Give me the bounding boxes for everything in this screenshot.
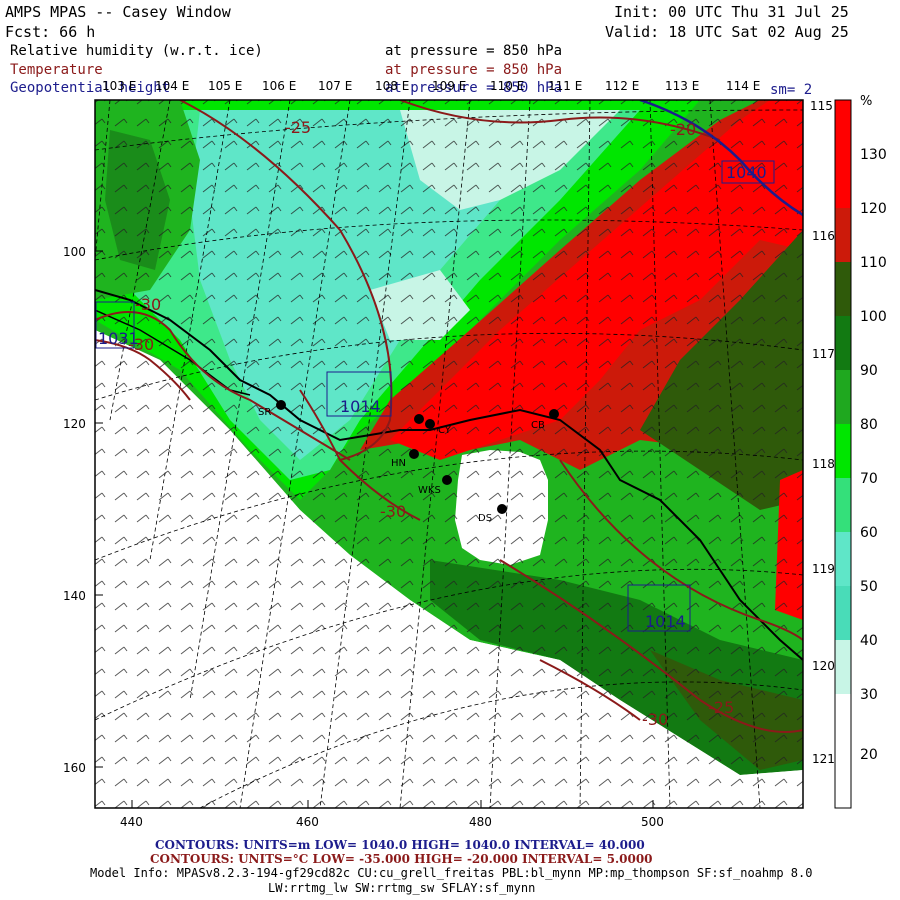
station-label-sr: SR <box>258 407 271 418</box>
x-tick-label: 480 <box>469 815 492 829</box>
temperature-labels: -25 -20 -30 -30 -30 -30 -25 <box>128 118 734 729</box>
field-label-temperature: Temperature <box>10 62 103 78</box>
model-title: AMPS MPAS -- Casey Window <box>5 3 231 21</box>
x-tick-label: 500 <box>641 815 664 829</box>
coastline <box>95 289 803 661</box>
stations: SR CY CB HN WKS DS <box>258 400 559 524</box>
x-tick-label: 440 <box>120 815 143 829</box>
lon-label: 107 E <box>318 79 352 93</box>
lon-label: 110 E <box>490 79 524 93</box>
forecast-hour: Fcst: 66 h <box>5 23 96 41</box>
height-box-1014b <box>627 584 691 632</box>
lon-label: 112 E <box>605 79 639 93</box>
lon-label: 111 E <box>548 79 582 93</box>
y-tick-label: 120 <box>63 417 86 431</box>
station-label-wks: WKS <box>418 485 441 496</box>
colorbar-unit: % <box>860 94 872 109</box>
colorbar-label: 90 <box>860 363 878 379</box>
temp-label: -30 <box>380 502 406 521</box>
x-axis-labels: 440 460 480 500 <box>120 815 664 829</box>
height-box-1031 <box>95 301 135 349</box>
top-longitude-labels: 103 E 104 E 105 E 106 E 107 E 108 E 109 … <box>102 79 760 93</box>
station-label-cy: CY <box>438 425 452 436</box>
colorbar-label: 20 <box>860 747 878 763</box>
height-contour <box>639 100 803 217</box>
wind-barbs <box>95 100 803 808</box>
red-contours-info: CONTOURS: UNITS=°C LOW= -35.000 HIGH= -2… <box>150 852 653 866</box>
colorbar-label: 70 <box>860 471 878 487</box>
colorbar-label: 30 <box>860 687 878 703</box>
init-time: Init: 00 UTC Thu 31 Jul 25 <box>614 3 849 21</box>
y-axis-labels: 100 120 140 160 <box>63 245 86 775</box>
x-axis-ticks <box>131 800 654 808</box>
height-box-1014a <box>326 371 392 417</box>
station-label-cb: CB <box>531 420 545 431</box>
station-dot-ds <box>497 504 507 514</box>
height-box-1040 <box>721 160 775 184</box>
station-dot-wks <box>442 475 452 485</box>
colorbar-label: 60 <box>860 525 878 541</box>
height-label: 1040 <box>726 163 767 182</box>
lon-label: 114 E <box>726 79 760 93</box>
station-dot-cy1 <box>414 414 424 424</box>
lat-lon-grid <box>95 100 803 808</box>
coastline-2 <box>95 309 251 396</box>
height-labels: 1040 1031 1014 1014 <box>98 163 767 631</box>
colorbar: % 130 120 110 100 90 80 70 60 50 40 30 2… <box>834 94 887 809</box>
y-tick-label: 100 <box>63 245 86 259</box>
y-tick-label: 160 <box>63 761 86 775</box>
temp-label: -25 <box>708 698 734 717</box>
x-tick-label: 460 <box>296 815 319 829</box>
height-label: 1014 <box>340 397 381 416</box>
lon-label: 109 E <box>432 79 466 93</box>
lon-label: 108 E <box>375 79 409 93</box>
field-label-rh: Relative humidity (w.r.t. ice) <box>10 43 263 59</box>
colorbar-label: 50 <box>860 579 878 595</box>
colorbar-label: 110 <box>860 255 887 271</box>
valid-time: Valid: 18 UTC Sat 02 Aug 25 <box>605 23 849 41</box>
map-frame <box>94 99 804 809</box>
temp-label: -30 <box>135 295 161 314</box>
lon-label: 106 E <box>262 79 296 93</box>
temp-label: -25 <box>285 118 311 137</box>
map-field: -25 -20 -30 -30 -30 -30 -25 1040 1031 10… <box>95 100 803 808</box>
field-level-height: at pressure = 850 hPa <box>385 80 563 96</box>
temp-label: -30 <box>128 335 154 354</box>
station-dot-sr <box>276 400 286 410</box>
height-label: 1031 <box>98 329 139 348</box>
colorbar-label: 40 <box>860 633 878 649</box>
lon-label: 113 E <box>665 79 699 93</box>
colorbar-label: 80 <box>860 417 878 433</box>
y-tick-label: 140 <box>63 589 86 603</box>
field-level-temperature: at pressure = 850 hPa <box>385 62 563 78</box>
lon-label: 103 E <box>102 79 136 93</box>
lon-label: 104 E <box>155 79 189 93</box>
field-level-rh: at pressure = 850 hPa <box>385 43 563 59</box>
colorbar-label: 120 <box>860 201 887 217</box>
station-dot-hn <box>409 449 419 459</box>
model-info-line-2: LW:rrtmg_lw SW:rrtmg_sw SFLAY:sf_mynn <box>268 881 536 895</box>
temperature-contours <box>95 100 803 733</box>
field-label-height: Geopotential height <box>10 80 171 96</box>
blue-contours-info: CONTOURS: UNITS=m LOW= 1040.0 HIGH= 1040… <box>155 838 645 852</box>
station-dot-cy2 <box>425 419 435 429</box>
temp-label: -20 <box>670 120 696 139</box>
height-label: 1014 <box>645 612 686 631</box>
colorbar-label: 130 <box>860 147 887 163</box>
smoothing-label: sm= 2 <box>770 82 813 98</box>
station-dot-cb <box>549 409 559 419</box>
station-label-ds: DS <box>478 513 492 524</box>
lon-label: 105 E <box>208 79 242 93</box>
colorbar-label: 100 <box>860 309 887 325</box>
model-info-line-1: Model Info: MPASv8.2.3-194-gf29cd82c CU:… <box>90 866 813 880</box>
y-axis-ticks <box>95 250 103 768</box>
station-label-hn: HN <box>391 458 406 469</box>
temp-label: -30 <box>642 710 668 729</box>
